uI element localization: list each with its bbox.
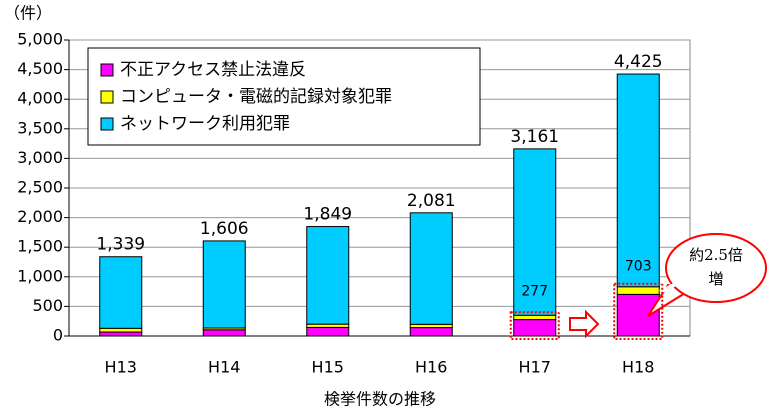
y-axis-title: （件）	[4, 4, 52, 23]
bar-segment	[202, 240, 246, 329]
legend-swatch	[100, 117, 114, 131]
y-tick-label: 4,000	[17, 89, 63, 108]
legend-swatch	[100, 90, 114, 104]
value-label: 277	[521, 284, 548, 300]
total-label: 1,849	[303, 205, 352, 225]
bar-segment	[616, 293, 660, 337]
callout-join	[659, 280, 681, 294]
x-axis-title: 検挙件数の推移	[324, 390, 436, 409]
bar-segment	[409, 327, 453, 337]
y-tick-label: 500	[32, 296, 63, 315]
bar-segment	[616, 73, 660, 288]
x-tick-label: H17	[519, 358, 551, 377]
bar-segment	[513, 319, 557, 337]
y-tick-label: 3,000	[17, 148, 63, 167]
legend-label: コンピュータ・電磁的記録対象犯罪	[120, 87, 392, 107]
bar-segment	[99, 327, 143, 333]
bar-segment	[202, 329, 246, 337]
bar-segment	[306, 326, 350, 337]
x-tick-label: H16	[415, 358, 447, 377]
legend-swatch	[100, 63, 114, 77]
legend	[87, 47, 481, 146]
y-tick-label: 0	[53, 326, 63, 345]
x-tick-label: H13	[105, 358, 137, 377]
annotation: 増	[708, 270, 723, 288]
total-label: 2,081	[407, 191, 456, 211]
bar-segment	[306, 226, 350, 325]
x-tick-label: H15	[312, 358, 344, 377]
total-label: 1,606	[200, 219, 249, 239]
bar-segment	[513, 148, 557, 316]
total-label: 3,161	[510, 127, 559, 147]
y-tick-label: 5,000	[17, 30, 63, 49]
x-tick-label: H14	[208, 358, 240, 377]
y-tick-label: 2,500	[17, 178, 63, 197]
total-label: 4,425	[614, 52, 663, 72]
highlight-box	[613, 282, 664, 341]
callout	[665, 233, 767, 303]
total-label: 1,339	[96, 235, 145, 255]
y-tick-label: 3,500	[17, 118, 63, 137]
bar-segment	[409, 212, 453, 325]
value-label: 703	[625, 258, 652, 274]
bar-segment	[616, 286, 660, 295]
bar-segment	[99, 256, 143, 329]
legend-label: 不正アクセス禁止法違反	[120, 60, 306, 80]
y-tick-label: 1,500	[17, 237, 63, 256]
bar-segment	[513, 314, 557, 321]
y-tick-label: 4,500	[17, 59, 63, 78]
y-tick-label: 2,000	[17, 207, 63, 226]
bar-segment	[99, 331, 143, 337]
x-tick-label: H18	[622, 358, 654, 377]
legend-label: ネットワーク利用犯罪	[120, 114, 290, 134]
y-tick-label: 1,000	[17, 266, 63, 285]
arrow	[569, 309, 600, 339]
highlight-box	[509, 311, 560, 340]
annotation: 約2.5倍	[689, 246, 743, 264]
